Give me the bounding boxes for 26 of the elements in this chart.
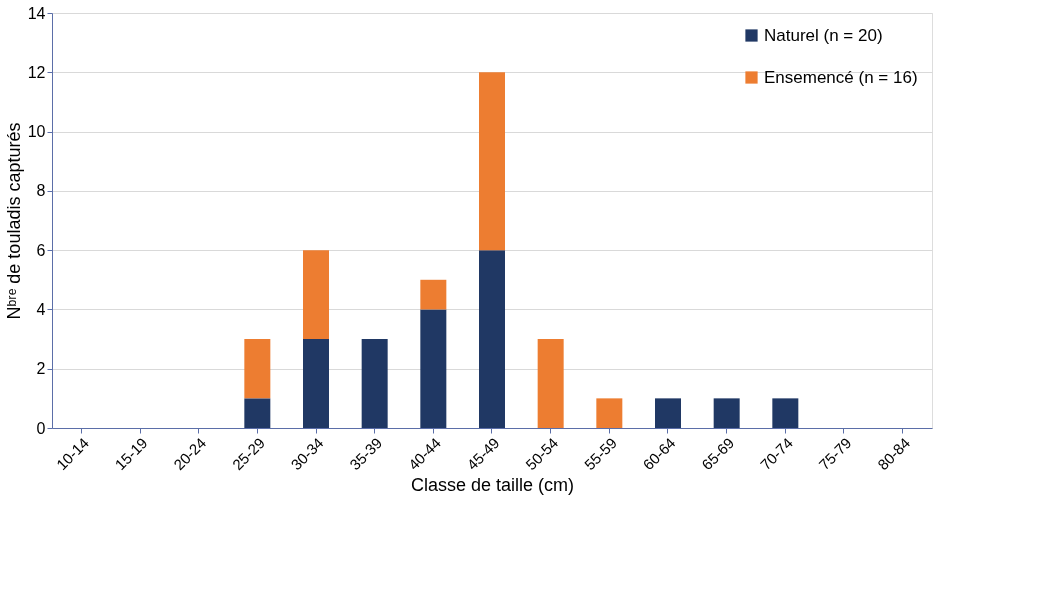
legend-label: Naturel (n = 20) <box>764 25 883 45</box>
y-tick-label: 8 <box>36 182 46 200</box>
legend-label: Ensemencé (n = 16) <box>764 67 918 87</box>
x-axis-title: Classe de taille (cm) <box>410 475 575 496</box>
bar <box>596 398 623 428</box>
bar <box>772 398 799 428</box>
bar <box>244 398 271 428</box>
y-tick-label: 6 <box>36 241 46 259</box>
bar <box>303 339 329 428</box>
bar <box>479 72 505 251</box>
y-tick-label: 12 <box>27 63 46 81</box>
bar <box>420 279 447 310</box>
y-tick-label: 0 <box>36 419 46 437</box>
bar <box>713 398 740 428</box>
bar <box>420 309 447 428</box>
bar <box>537 339 564 428</box>
bar <box>361 339 388 428</box>
bar <box>655 398 681 428</box>
y-tick-label: 14 <box>27 4 46 22</box>
y-axis-title: Nᵇʳᵉ de touladis capturés <box>3 122 24 320</box>
y-tick-label: 10 <box>27 123 46 141</box>
bar <box>244 339 271 399</box>
bar <box>303 250 329 340</box>
bar <box>479 250 505 428</box>
y-tick-label: 2 <box>36 360 46 378</box>
y-tick-label: 4 <box>36 300 46 318</box>
